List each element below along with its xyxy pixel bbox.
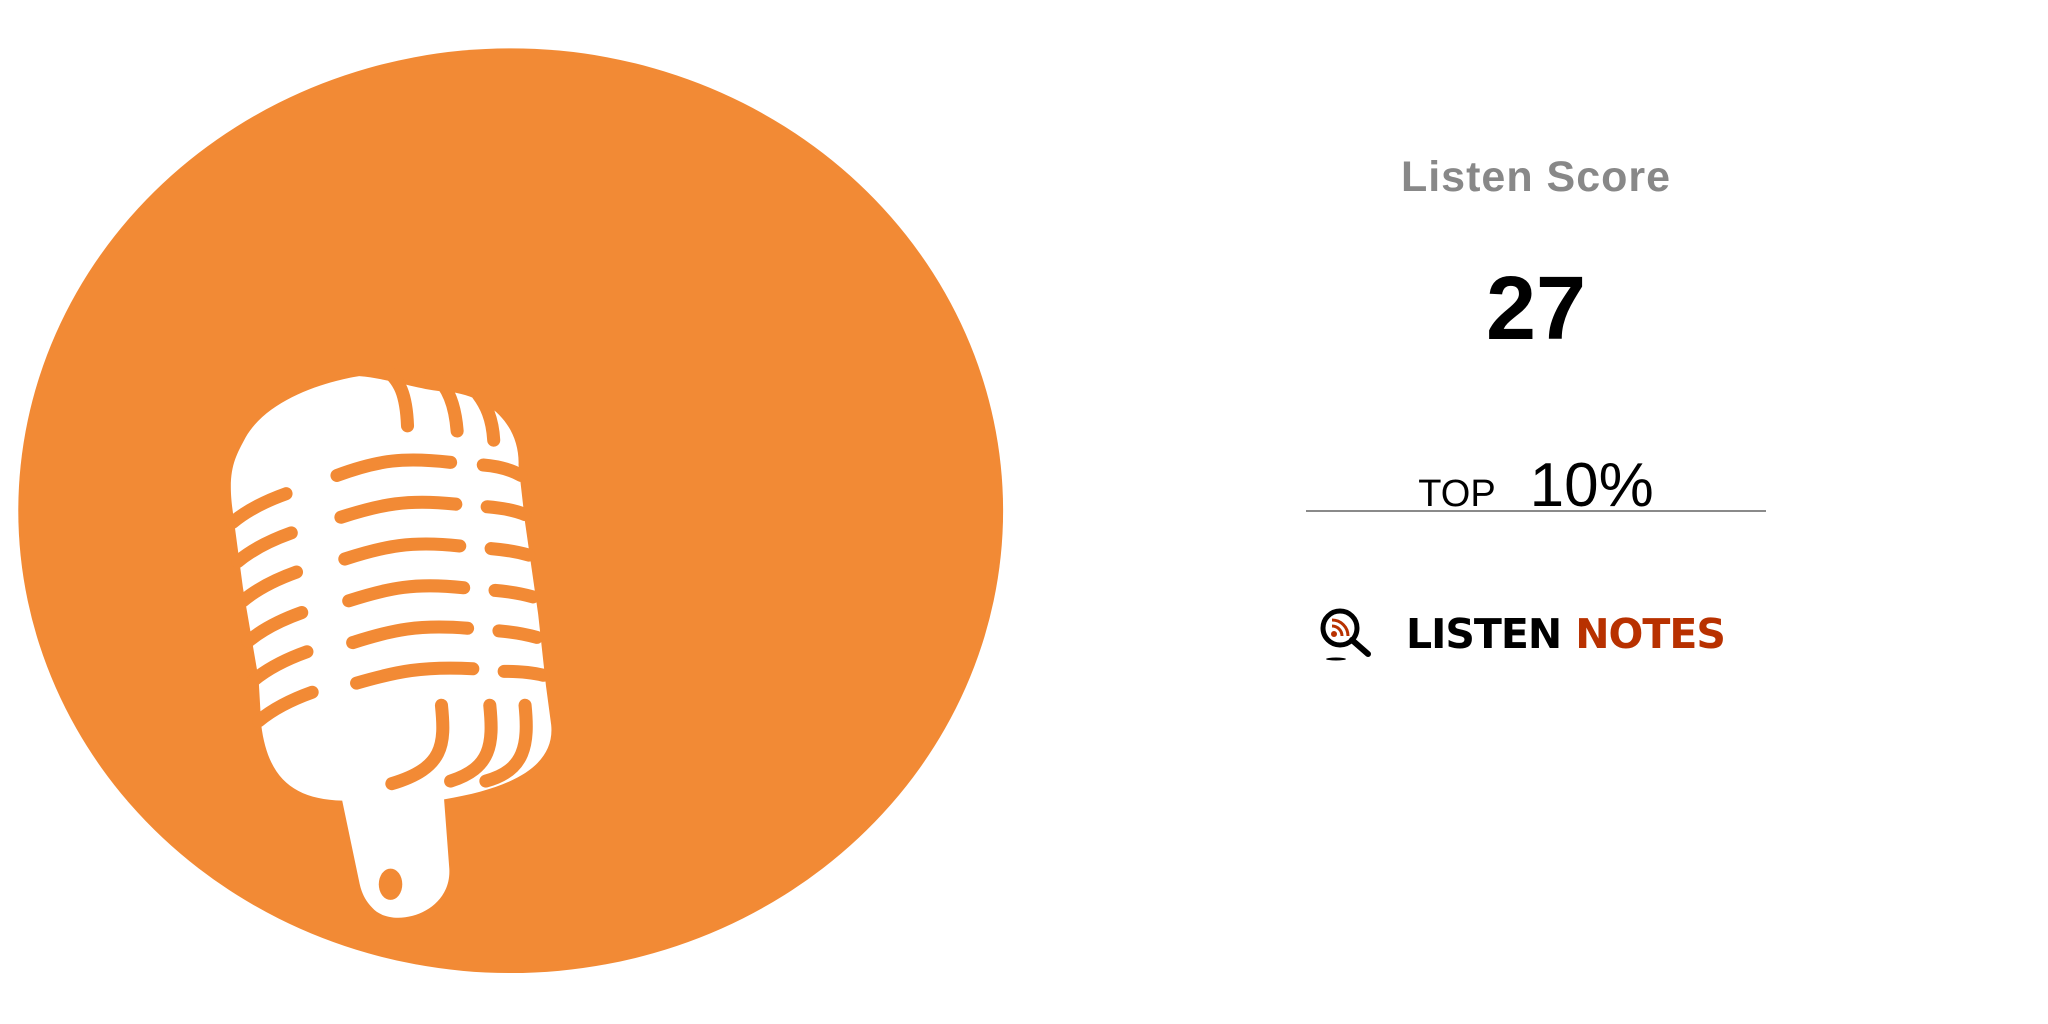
handle-hole [378,868,403,900]
listen-score-value: 27 [1485,259,1587,359]
brand-word-listen: LISTEN [1406,610,1562,658]
divider [1306,510,1766,512]
rank-prefix: TOP [1418,473,1496,515]
rank-value: 10% [1529,451,1654,520]
global-rank: TOP 10% [1306,455,1766,517]
listen-notes-logo: LISTEN NOTES [1318,606,1726,662]
brand-word-notes: NOTES [1575,610,1726,658]
listen-score-title: Listen Score [1400,153,1672,201]
magnifier-rss-icon [1320,608,1371,661]
microphone-icon [225,365,552,918]
